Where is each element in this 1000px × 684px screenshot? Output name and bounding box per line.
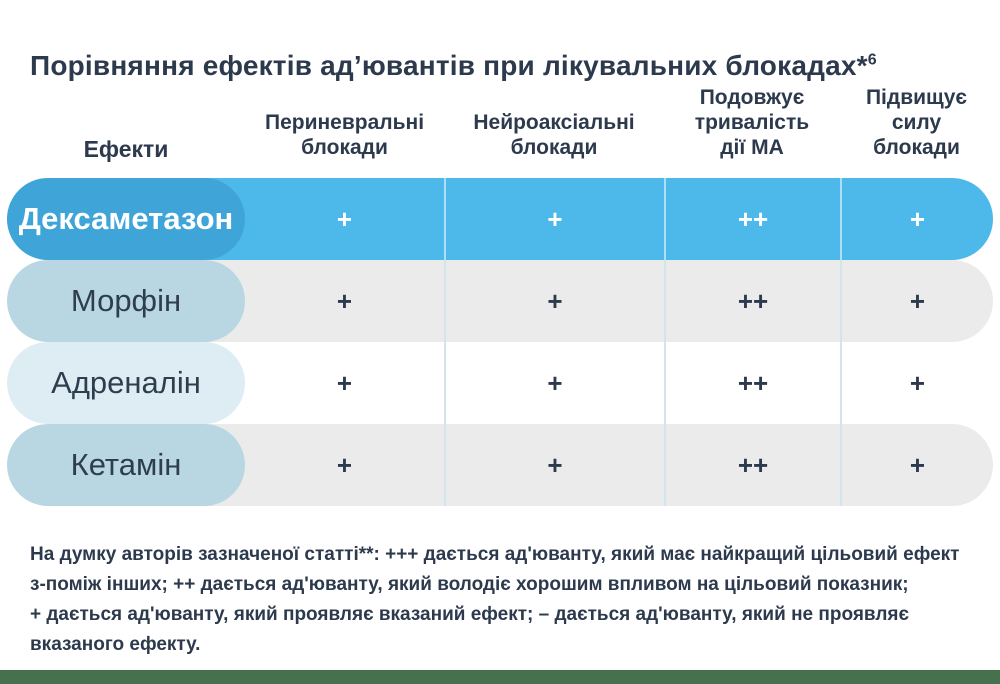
value-cell: +: [336, 367, 353, 398]
table-row-dexamethasone: Дексаметазон + + ++ +: [7, 178, 993, 260]
value-cell: +: [840, 424, 993, 506]
value-cell: +: [336, 449, 353, 480]
header-line: Підвищує: [865, 86, 968, 109]
title-reference-superscript: 6: [867, 51, 877, 69]
header-line: блокади: [301, 136, 388, 159]
column-header-perineural: Периневральні блокади: [245, 110, 444, 171]
column-header-ma-duration: Подовжує тривалість дії МА: [664, 85, 840, 171]
column-header-effects: Ефекти: [83, 136, 169, 162]
value-cell: ++: [664, 260, 840, 342]
value-cell: +: [444, 260, 664, 342]
bottom-strip: [0, 670, 1000, 684]
table-header: Ефекти Периневральні блокади Нейроаксіал…: [7, 85, 993, 171]
header-line: тривалість: [694, 111, 810, 134]
header-line: силу: [891, 111, 942, 134]
value-cell: +: [840, 178, 993, 260]
table-row-ketamine: Кетамін + + ++ +: [7, 424, 993, 506]
header-line: Подовжує: [699, 86, 805, 109]
value-cell: +: [336, 285, 353, 316]
value-cell: ++: [664, 342, 840, 424]
header-line: Нейроаксіальні: [473, 111, 635, 134]
footnote-line: з-поміж інших; ++ дається ад'юванту, яки…: [30, 574, 909, 595]
value-cell: ++: [664, 178, 840, 260]
drug-pill: Кетамін: [7, 424, 245, 506]
header-line: блокади: [510, 136, 598, 159]
value-cell: +: [444, 424, 664, 506]
footnote: На думку авторів зазначеної статті**: ++…: [30, 540, 990, 660]
page-title-text: Порівняння ефектів ад’ювантів при лікува…: [30, 49, 868, 81]
header-line: Периневральні: [264, 111, 425, 134]
value-cell: +: [444, 178, 664, 260]
value-cell: +: [444, 342, 664, 424]
drug-pill: Адреналін: [7, 342, 245, 424]
footnote-line: вказаного ефекту.: [30, 634, 201, 655]
comparison-table: Дексаметазон + + ++ + Морфін + + ++ + Ад…: [7, 178, 993, 506]
footnote-line: На думку авторів зазначеної статті**: ++…: [30, 544, 960, 565]
table-row-adrenaline: Адреналін + + ++ +: [7, 342, 993, 424]
table-row-morphine: Морфін + + ++ +: [7, 260, 993, 342]
drug-pill: Дексаметазон: [7, 178, 245, 260]
value-cell: ++: [664, 424, 840, 506]
header-line: дії МА: [720, 136, 784, 159]
value-cell: +: [840, 342, 993, 424]
header-line: блокади: [873, 136, 960, 159]
drug-pill: Морфін: [7, 260, 245, 342]
value-cell: +: [336, 203, 353, 234]
page-title: Порівняння ефектів ад’ювантів при лікува…: [30, 49, 980, 83]
footnote-line: + дається ад'юванту, який проявляє вказа…: [30, 604, 910, 625]
value-cell: +: [840, 260, 993, 342]
column-header-block-strength: Підвищує силу блокади: [840, 85, 993, 171]
column-header-neuraxial: Нейроаксіальні блокади: [444, 110, 664, 171]
